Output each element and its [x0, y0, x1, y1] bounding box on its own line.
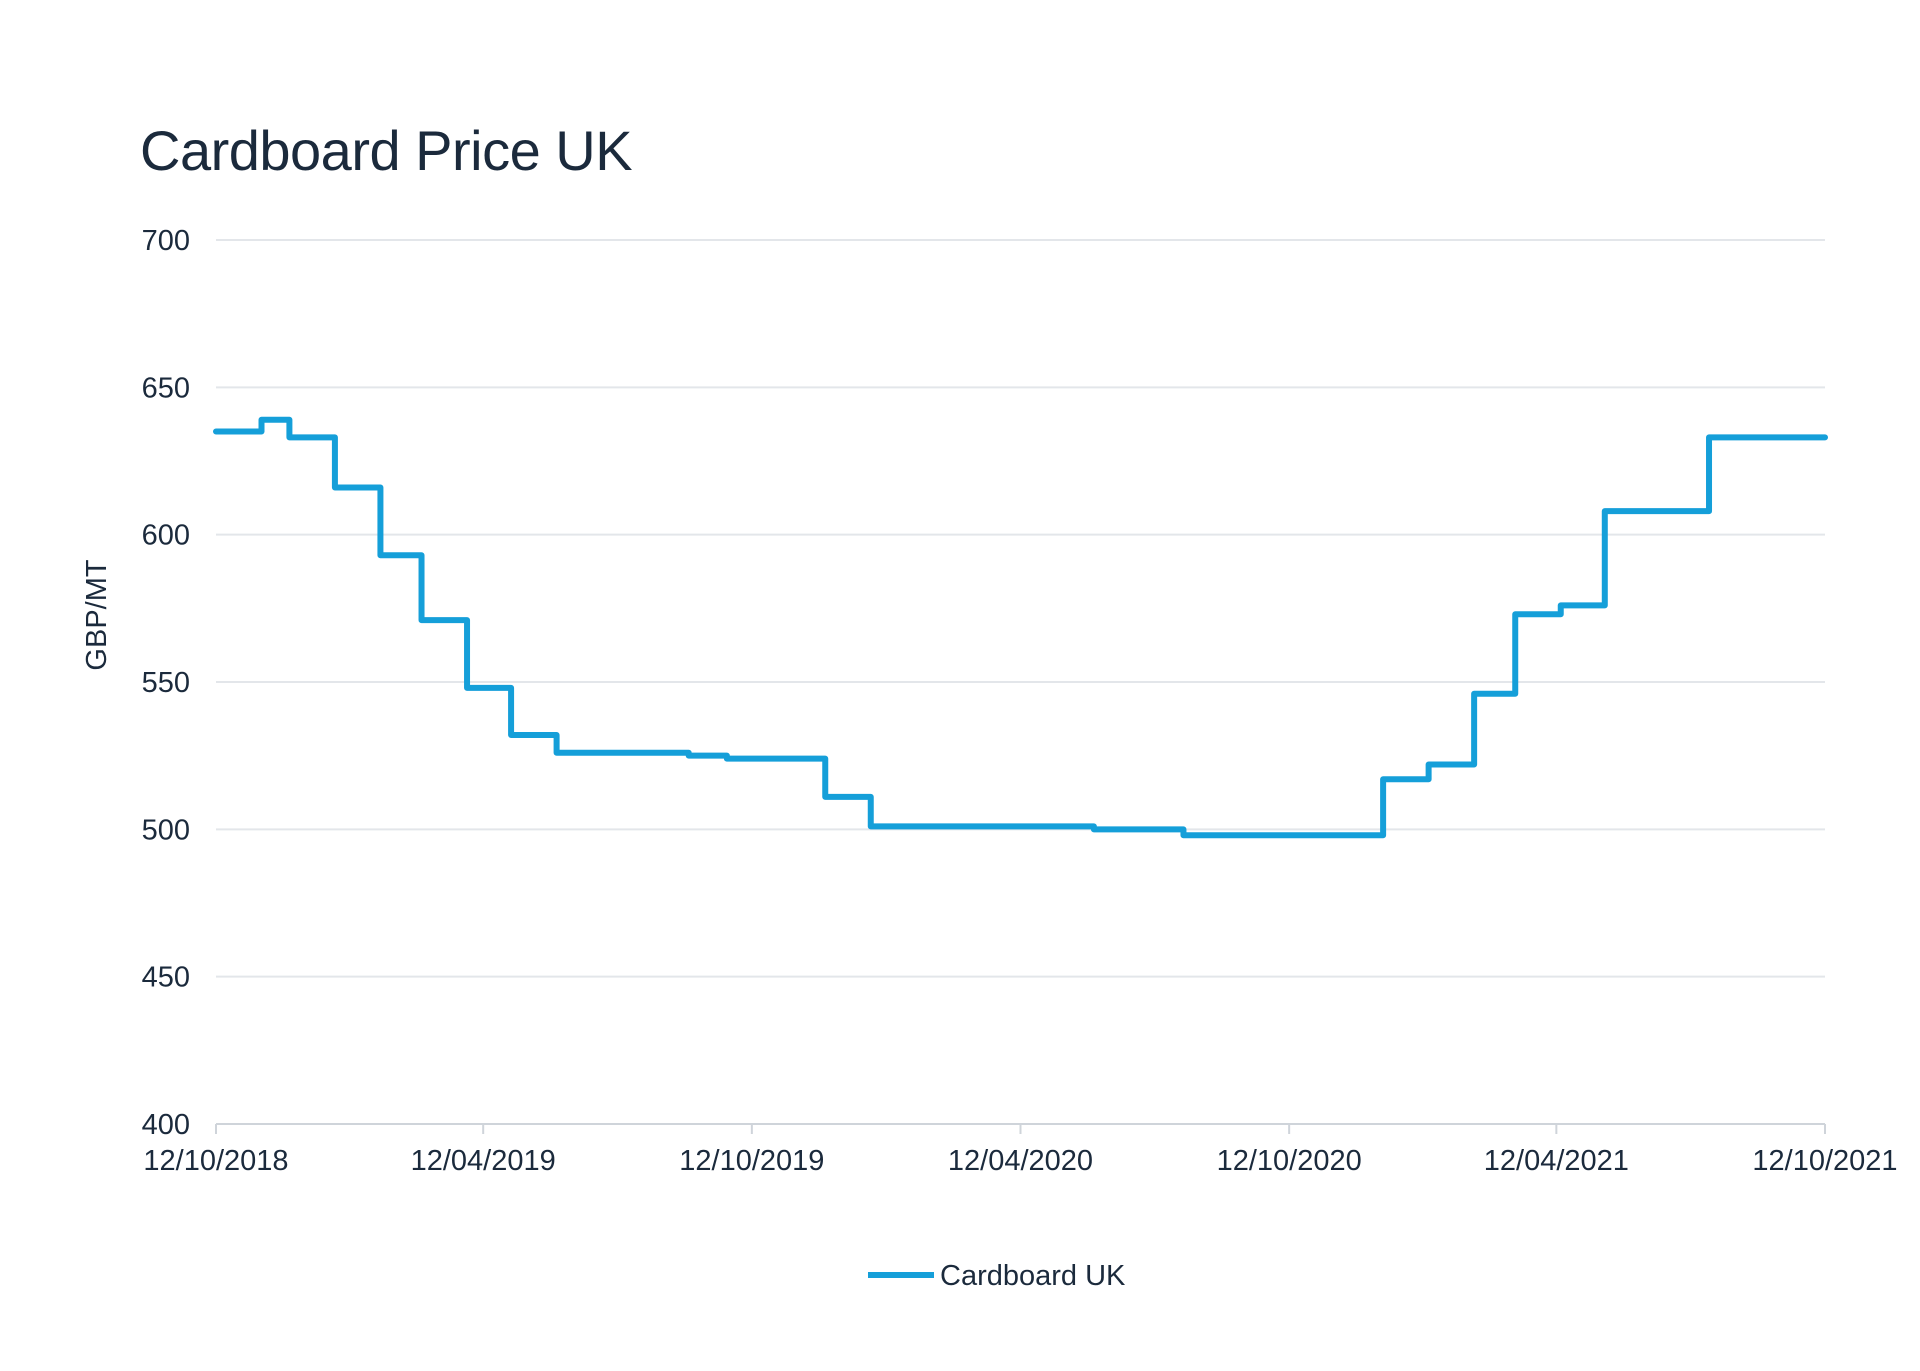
x-tick-label-2: 12/10/2019 — [679, 1145, 824, 1177]
y-tick-label-450: 450 — [142, 962, 190, 994]
y-axis-ticks: 400 450 500 550 600 650 700 — [142, 225, 190, 1141]
y-tick-label-550: 550 — [142, 667, 190, 699]
legend-label-cardboard-uk: Cardboard UK — [940, 1260, 1126, 1292]
legend: Cardboard UK — [868, 1260, 1126, 1292]
x-tick-label-5: 12/04/2021 — [1484, 1145, 1629, 1177]
y-tick-label-650: 650 — [142, 372, 190, 404]
series-layer — [213, 416, 1828, 839]
y-tick-label-700: 700 — [142, 225, 190, 257]
x-tick-label-1: 12/04/2019 — [411, 1145, 556, 1177]
x-tick-label-3: 12/04/2020 — [948, 1145, 1093, 1177]
y-axis-label: GBP/MT — [81, 559, 113, 670]
y-tick-label-400: 400 — [142, 1109, 190, 1141]
x-tick-label-4: 12/10/2020 — [1217, 1145, 1362, 1177]
y-tick-label-500: 500 — [142, 814, 190, 846]
x-tick-label-6: 12/10/2021 — [1752, 1145, 1897, 1177]
y-tick-label-600: 600 — [142, 520, 190, 552]
chart-title: Cardboard Price UK — [140, 119, 633, 182]
x-tick-label-0: 12/10/2018 — [143, 1145, 288, 1177]
series-line-0 — [213, 416, 1828, 839]
x-axis-ticks: 12/10/2018 12/04/2019 12/10/2019 12/04/2020… — [143, 1124, 1898, 1177]
